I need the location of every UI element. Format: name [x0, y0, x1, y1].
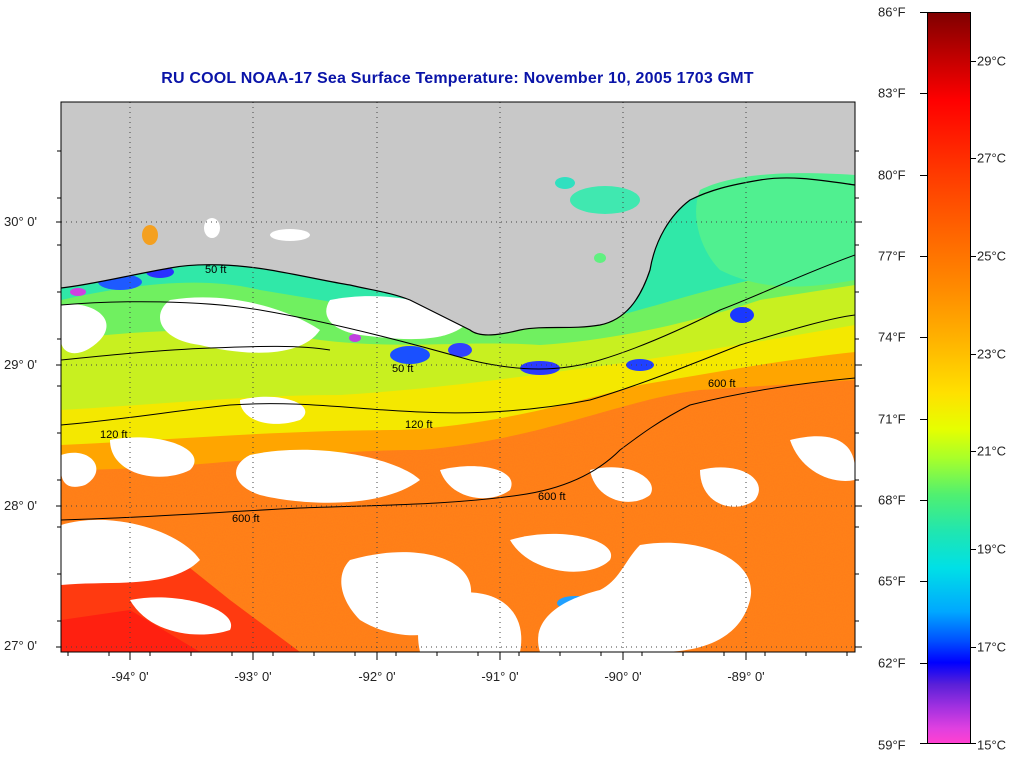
contour-50ft	[61, 254, 855, 370]
colorbar-c-label-27: 27°C	[977, 150, 1007, 166]
lon-label-93: -93° 0'	[234, 669, 272, 684]
colorbar-f-label-68: 68°F	[878, 492, 906, 508]
contour-label-50ft: 50 ft	[205, 264, 226, 276]
colorbar-f-label-83: 83°F	[878, 85, 906, 101]
graticule	[61, 102, 855, 652]
contour-label-120ft-w: 120 ft	[100, 429, 128, 441]
contour-label-600ft-e: 600 ft	[708, 378, 736, 390]
colorbar-f-label-77: 77°F	[878, 248, 906, 264]
colorbar-f-label-65: 65°F	[878, 573, 906, 589]
sst-field: 50 ft 50 ft 120 ft 120 ft 600 ft 600 ft …	[61, 102, 855, 652]
contour-120ft	[61, 314, 855, 426]
colorbar-f-label-71: 71°F	[878, 411, 906, 427]
colorbar-f-label-59: 59°F	[878, 737, 906, 753]
lon-label-94: -94° 0'	[111, 669, 149, 684]
lon-label-92: -92° 0'	[358, 669, 396, 684]
colorbar-c-tick	[970, 256, 976, 257]
lon-label-90: -90° 0'	[604, 669, 642, 684]
map-title: RU COOL NOAA-17 Sea Surface Temperature:…	[161, 70, 754, 87]
cloud-mask	[61, 296, 855, 652]
colorbar-f-tick	[920, 93, 928, 94]
colorbar-c-label-23: 23°C	[977, 346, 1007, 362]
colorbar-c-tick	[970, 451, 976, 452]
colorbar-f-label-80: 80°F	[878, 167, 906, 183]
axis-ticks	[56, 221, 862, 660]
contour-label-600ft: 600 ft	[538, 491, 566, 503]
colorbar-f-label-62: 62°F	[878, 655, 906, 671]
colorbar-c-label-29: 29°C	[977, 53, 1007, 69]
colorbar-f-tick	[920, 175, 928, 176]
contour-label-50ft-b: 50 ft	[392, 363, 413, 375]
colorbar-f-tick	[920, 581, 928, 582]
temperature-colorbar	[927, 12, 971, 744]
minor-ticks	[57, 150, 859, 656]
colorbar-c-label-15: 15°C	[977, 737, 1007, 753]
lat-label-28: 28° 0'	[4, 498, 37, 513]
colorbar-c-tick	[970, 647, 976, 648]
bathymetry-contours	[61, 254, 855, 521]
map-frame	[60, 101, 856, 653]
contour-label-120ft: 120 ft	[405, 419, 433, 431]
colorbar-c-label-25: 25°C	[977, 248, 1007, 264]
colorbar-f-tick	[920, 743, 928, 744]
contour-50ft-west	[61, 345, 331, 361]
coastline	[61, 177, 855, 336]
colorbar-f-label-74: 74°F	[878, 329, 906, 345]
lat-label-30: 30° 0'	[4, 214, 37, 229]
colorbar-f-tick	[920, 500, 928, 501]
colorbar-c-label-19: 19°C	[977, 541, 1007, 557]
colorbar-c-tick	[970, 158, 976, 159]
lat-label-29: 29° 0'	[4, 357, 37, 372]
contour-label-600ft-w: 600 ft	[232, 513, 260, 525]
colorbar-f-tick	[920, 337, 928, 338]
lon-label-91: -91° 0'	[481, 669, 519, 684]
colorbar-f-tick	[920, 12, 928, 13]
colorbar-f-tick	[920, 663, 928, 664]
land-mass	[61, 102, 855, 335]
contour-600ft	[61, 377, 855, 521]
colorbar-c-tick	[970, 743, 976, 744]
lon-label-89: -89° 0'	[727, 669, 765, 684]
colorbar-c-label-17: 17°C	[977, 639, 1007, 655]
colorbar-f-tick	[920, 419, 928, 420]
colorbar-f-label-86: 86°F	[878, 4, 906, 20]
colorbar-c-tick	[970, 354, 976, 355]
lat-label-27: 27° 0'	[4, 638, 37, 653]
colorbar-c-tick	[970, 549, 976, 550]
colorbar-f-tick	[920, 256, 928, 257]
colorbar-c-tick	[970, 61, 976, 62]
colorbar-c-label-21: 21°C	[977, 443, 1007, 459]
